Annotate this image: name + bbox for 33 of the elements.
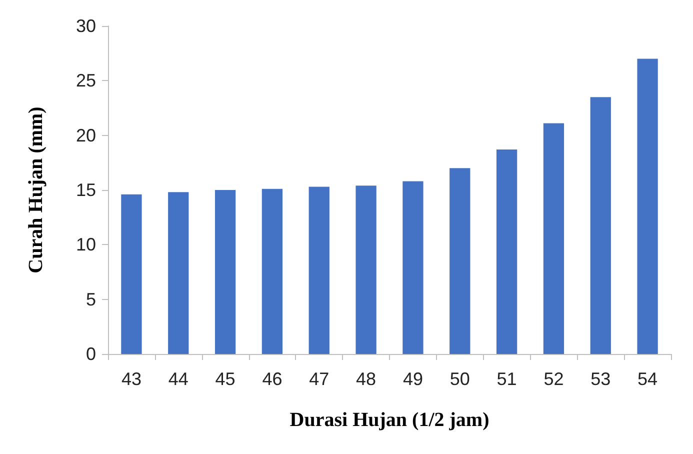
x-tick-label: 45 — [215, 369, 236, 389]
x-tick-label: 48 — [356, 369, 376, 389]
bar — [450, 168, 470, 354]
bar — [308, 186, 330, 354]
x-tick-label: 54 — [638, 369, 658, 389]
bar — [496, 150, 518, 354]
bar — [214, 190, 236, 354]
y-tick-label: 0 — [86, 344, 96, 364]
x-tick-label: 51 — [496, 369, 517, 389]
bar — [168, 192, 189, 354]
x-axis-title: Durasi Hujan (1/2 jam) — [290, 409, 490, 431]
x-tick-label: 44 — [168, 369, 188, 389]
bar — [262, 188, 283, 354]
bar — [356, 186, 376, 354]
x-tick-label: 47 — [309, 369, 330, 389]
y-tick-label: 30 — [76, 16, 96, 36]
y-axis-title: Curah Hujan (mm) — [25, 106, 47, 274]
y-tick-label: 15 — [76, 180, 96, 200]
bar — [402, 181, 424, 354]
y-tick-label: 25 — [76, 70, 96, 91]
bar — [543, 123, 564, 354]
x-tick-label: 43 — [121, 369, 142, 389]
y-tick-label: 5 — [86, 289, 96, 310]
bar — [637, 58, 658, 354]
y-tick-label: 20 — [76, 125, 96, 146]
x-tick-label: 46 — [262, 369, 282, 389]
x-tick-label: 49 — [402, 369, 423, 389]
bar — [590, 97, 611, 354]
x-tick-label: 50 — [450, 369, 470, 389]
y-tick-label: 10 — [76, 234, 96, 255]
x-tick-label: 52 — [544, 369, 564, 389]
bar — [121, 194, 142, 354]
x-tick-label: 53 — [590, 369, 611, 389]
